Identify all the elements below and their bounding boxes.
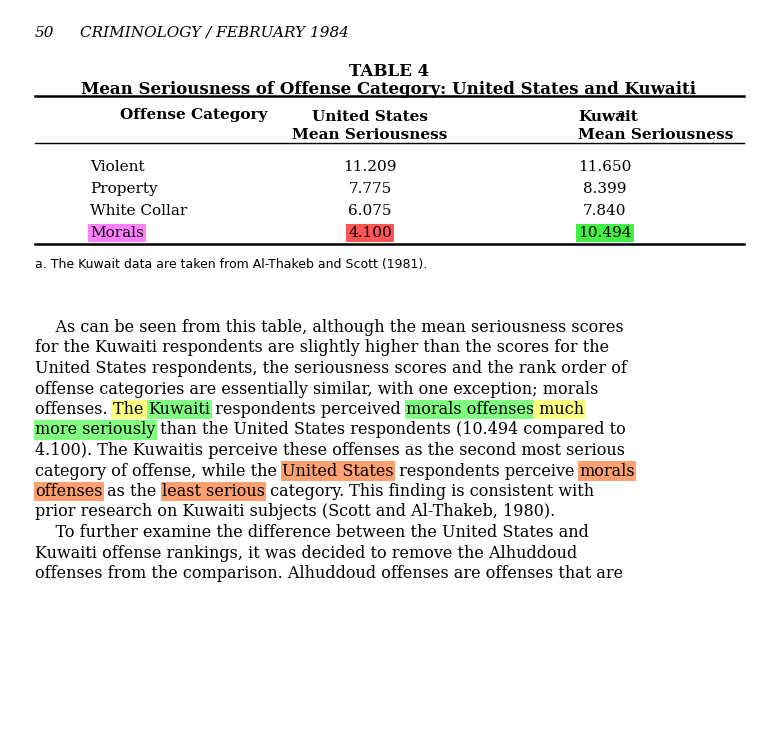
Text: for the Kuwaiti respondents are slightly higher than the scores for the: for the Kuwaiti respondents are slightly… [35,339,609,357]
Text: morals: morals [580,463,635,479]
Text: Kuwaiti offense rankings, it was decided to remove the Alhuddoud: Kuwaiti offense rankings, it was decided… [35,544,577,562]
Text: more seriously: more seriously [35,421,155,439]
Text: White Collar: White Collar [90,204,187,218]
Text: 10.494: 10.494 [578,226,632,240]
Text: 8.399: 8.399 [583,182,627,196]
Text: much: much [534,401,584,418]
Text: offense categories are essentially similar, with one exception; morals: offense categories are essentially simil… [35,381,598,397]
Text: category of offense, while the: category of offense, while the [35,463,282,479]
Text: As can be seen from this table, although the mean seriousness scores: As can be seen from this table, although… [35,319,624,336]
Text: Offense Category: Offense Category [120,108,267,122]
Text: morals offenses: morals offenses [407,401,534,418]
Text: Kuwait: Kuwait [578,110,638,124]
Text: least serious: least serious [162,483,265,500]
Text: United States respondents, the seriousness scores and the rank order of: United States respondents, the seriousne… [35,360,627,377]
Text: offenses: offenses [35,483,103,500]
Text: 7.775: 7.775 [348,182,392,196]
Text: Property: Property [90,182,157,196]
Text: This finding is consistent with: This finding is consistent with [344,483,594,500]
Text: To further examine the difference between the United States and: To further examine the difference betwee… [35,524,589,541]
Text: respondents perceive: respondents perceive [393,463,580,479]
Text: prior research on Kuwaiti subjects (Scott and Al-Thakeb, 1980).: prior research on Kuwaiti subjects (Scot… [35,503,555,520]
Text: Kuwaiti: Kuwaiti [148,401,210,418]
Text: Violent: Violent [90,160,145,174]
Text: 7.840: 7.840 [583,204,627,218]
Text: a. The Kuwait data are taken from Al-Thakeb and Scott (1981).: a. The Kuwait data are taken from Al-Tha… [35,258,427,271]
Text: The: The [113,401,148,418]
Text: offenses from the comparison. Alhuddoud offenses are offenses that are: offenses from the comparison. Alhuddoud … [35,565,623,582]
Text: offenses.: offenses. [35,401,113,418]
Text: CRIMINOLOGY / FEBRUARY 1984: CRIMINOLOGY / FEBRUARY 1984 [80,26,349,40]
Text: United States: United States [282,463,393,479]
Text: 50: 50 [35,26,55,40]
Text: Mean Seriousness: Mean Seriousness [578,128,733,142]
Text: 11.209: 11.209 [344,160,397,174]
Text: a: a [618,108,626,119]
Text: 4.100: 4.100 [348,226,392,240]
Text: 6.075: 6.075 [348,204,392,218]
Text: as the: as the [103,483,162,500]
Text: TABLE 4: TABLE 4 [349,63,429,80]
Text: category.: category. [265,483,344,500]
Text: respondents perceived: respondents perceived [210,401,407,418]
Text: Morals: Morals [90,226,144,240]
Text: 4.100). The Kuwaitis perceive these offenses as the second most serious: 4.100). The Kuwaitis perceive these offe… [35,442,625,459]
Text: Mean Seriousness: Mean Seriousness [292,128,448,142]
Text: United States: United States [312,110,428,124]
Text: than the United States respondents (10.494 compared to: than the United States respondents (10.4… [155,421,626,439]
Text: 11.650: 11.650 [578,160,632,174]
Text: Mean Seriousness of Offense Category: United States and Kuwaiti: Mean Seriousness of Offense Category: Un… [82,81,696,98]
